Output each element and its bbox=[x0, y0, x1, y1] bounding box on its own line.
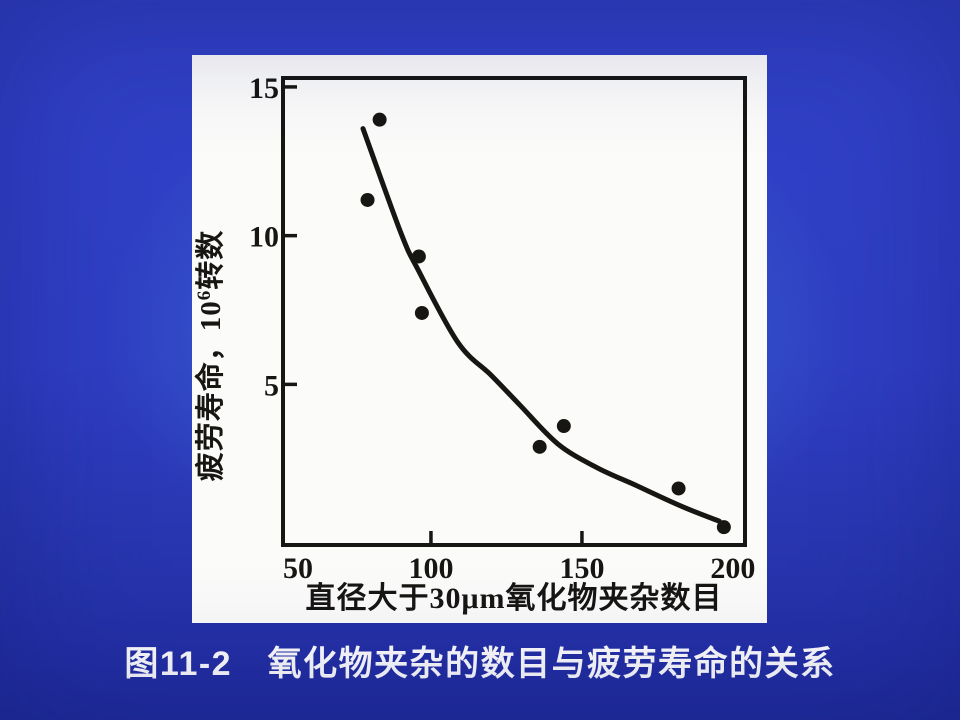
data-point bbox=[532, 439, 547, 454]
figure-caption: 图11-2 氧化物夹杂的数目与疲劳寿命的关系 bbox=[124, 645, 836, 683]
data-point bbox=[716, 520, 731, 535]
x-tick-label: 50 bbox=[283, 552, 313, 585]
x-tick-label: 200 bbox=[710, 552, 755, 585]
data-point bbox=[414, 305, 429, 320]
y-tick-label: 5 bbox=[264, 369, 279, 402]
fatigue-life-scatter-chart: 50 100 150 200 5 10 15 直径大于30μm氧化物夹杂数目 疲劳寿命，106转… bbox=[193, 72, 755, 615]
y-axis-title: 疲劳寿命，106转数 bbox=[193, 230, 227, 482]
data-point bbox=[360, 192, 375, 207]
x-tick-label: 100 bbox=[408, 552, 453, 585]
figure-panel: 50 100 150 200 5 10 15 直径大于30μm氧化物夹杂数目 疲劳寿命，106转… bbox=[192, 55, 767, 623]
x-tick-label: 150 bbox=[559, 552, 604, 585]
x-axis-title: 直径大于30μm氧化物夹杂数目 bbox=[306, 582, 723, 615]
data-point bbox=[556, 419, 571, 434]
data-point bbox=[372, 112, 387, 127]
y-tick-label: 15 bbox=[249, 72, 279, 105]
y-tick-label: 10 bbox=[249, 221, 279, 254]
data-point bbox=[411, 249, 426, 264]
plot-frame bbox=[281, 76, 747, 547]
fit-curve bbox=[360, 126, 722, 524]
data-point bbox=[671, 481, 686, 496]
